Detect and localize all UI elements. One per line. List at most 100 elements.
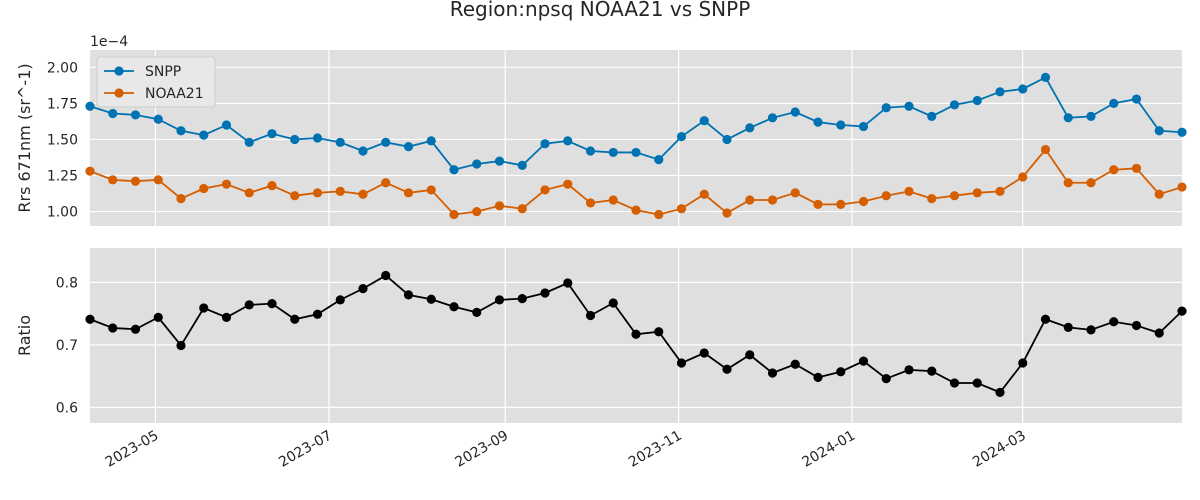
data-point-snpp: [904, 101, 914, 111]
data-point-ratio: [517, 294, 527, 304]
data-point-snpp: [494, 156, 505, 166]
top-plot-background: [90, 50, 1182, 226]
top-axis-offset-text: 1e−4: [90, 34, 128, 50]
data-point-noaa21: [631, 205, 641, 215]
y-tick-label: 0.7: [56, 338, 78, 354]
data-point-ratio: [813, 372, 823, 382]
data-point-noaa21: [1131, 163, 1142, 173]
data-point-ratio: [563, 278, 573, 288]
data-point-noaa21: [1154, 189, 1164, 199]
data-point-snpp: [767, 113, 778, 123]
legend-box: [96, 56, 216, 108]
data-point-ratio: [199, 303, 209, 313]
data-point-snpp: [858, 121, 869, 132]
data-point-ratio: [654, 327, 664, 337]
data-point-snpp: [1086, 111, 1096, 121]
data-point-snpp: [1109, 98, 1119, 108]
data-point-ratio: [1131, 320, 1142, 331]
data-point-noaa21: [1040, 144, 1051, 155]
bottom-y-tick-labels: 0.6 0.7 0.8: [56, 275, 78, 416]
data-point-ratio: [745, 350, 755, 360]
data-point-snpp: [85, 101, 95, 111]
data-point-snpp: [1063, 113, 1073, 123]
data-point-ratio: [426, 294, 436, 304]
data-point-noaa21: [267, 181, 277, 191]
data-point-noaa21: [221, 179, 232, 189]
data-point-snpp: [654, 155, 664, 165]
data-point-noaa21: [1109, 165, 1119, 175]
data-point-ratio: [1177, 306, 1187, 316]
data-point-noaa21: [335, 186, 345, 196]
legend-label-snpp: SNPP: [145, 64, 181, 80]
data-point-noaa21: [1018, 172, 1028, 182]
data-point-noaa21: [494, 201, 505, 211]
data-point-snpp: [813, 117, 823, 127]
data-point-noaa21: [654, 209, 664, 220]
data-point-snpp: [699, 116, 709, 126]
data-point-noaa21: [1063, 178, 1073, 188]
y-tick-label: 0.8: [56, 275, 78, 291]
data-point-noaa21: [1086, 178, 1096, 188]
data-point-snpp: [949, 100, 960, 110]
data-point-ratio: [1040, 314, 1051, 324]
data-point-snpp: [130, 110, 141, 120]
x-tick-label: 2023-05: [103, 428, 162, 471]
data-point-noaa21: [676, 204, 687, 214]
data-point-snpp: [1018, 84, 1028, 94]
data-point-snpp: [108, 108, 118, 119]
data-point-snpp: [1177, 127, 1187, 137]
data-point-snpp: [449, 165, 459, 175]
data-point-ratio: [767, 368, 778, 378]
y-tick-label: 1.75: [47, 96, 78, 112]
data-point-noaa21: [858, 196, 869, 207]
data-point-noaa21: [426, 185, 436, 195]
data-point-snpp: [381, 137, 391, 147]
data-point-snpp: [221, 120, 232, 130]
x-tick-labels: 2023-05 2023-07 2023-09 2023-11 2024-01 2024-…: [103, 428, 1029, 471]
data-point-snpp: [335, 137, 345, 147]
bottom-y-axis-label: Ratio: [15, 315, 34, 356]
y-tick-label: 0.6: [56, 400, 78, 416]
data-point-noaa21: [949, 191, 960, 201]
data-point-ratio: [472, 307, 482, 317]
y-tick-label: 2.00: [47, 60, 78, 76]
data-point-ratio: [403, 290, 414, 300]
data-point-ratio: [1154, 328, 1164, 338]
data-point-ratio: [130, 324, 141, 334]
data-point-snpp: [403, 142, 414, 152]
data-point-noaa21: [813, 199, 823, 209]
data-point-ratio: [85, 314, 95, 324]
data-point-snpp: [267, 129, 277, 139]
data-point-snpp: [1131, 94, 1142, 104]
data-point-ratio: [790, 359, 800, 369]
top-y-axis-label: Rrs 671nm (sr^-1): [15, 63, 34, 212]
data-point-snpp: [722, 134, 732, 145]
data-point-noaa21: [790, 188, 800, 198]
data-point-snpp: [745, 123, 755, 133]
data-point-noaa21: [85, 166, 95, 176]
data-point-ratio: [949, 378, 960, 388]
data-point-noaa21: [199, 183, 209, 194]
data-point-snpp: [244, 137, 254, 147]
data-point-noaa21: [904, 186, 914, 196]
legend-label-noaa21: NOAA21: [145, 86, 204, 102]
data-point-snpp: [995, 87, 1005, 97]
data-point-noaa21: [358, 189, 368, 199]
data-point-snpp: [631, 147, 641, 158]
data-point-snpp: [290, 134, 300, 145]
data-point-ratio: [108, 323, 118, 333]
x-tick-label: 2023-11: [626, 428, 685, 471]
data-point-ratio: [540, 288, 550, 298]
data-point-ratio: [631, 329, 641, 339]
data-point-snpp: [927, 111, 937, 121]
data-point-ratio: [676, 358, 687, 368]
data-point-noaa21: [449, 209, 459, 220]
data-point-noaa21: [176, 193, 186, 204]
data-point-snpp: [153, 114, 163, 124]
data-point-ratio: [722, 364, 732, 374]
data-point-snpp: [1040, 72, 1051, 83]
data-point-noaa21: [767, 195, 778, 205]
data-point-noaa21: [585, 198, 596, 208]
data-point-ratio: [608, 298, 618, 308]
data-point-noaa21: [290, 191, 300, 201]
